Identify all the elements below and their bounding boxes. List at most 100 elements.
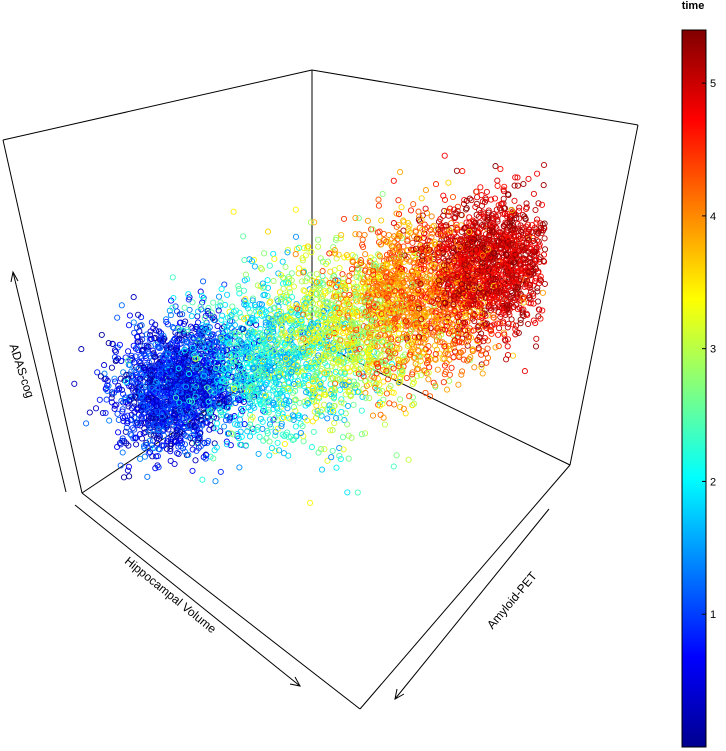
data-point: [256, 329, 264, 336]
data-point: [212, 352, 219, 359]
data-point: [188, 377, 195, 384]
data-point: [147, 331, 154, 339]
data-point: [279, 325, 286, 332]
data-point: [271, 304, 278, 311]
data-point: [298, 351, 305, 358]
data-point: [333, 283, 340, 291]
data-point: [248, 327, 255, 334]
data-point: [302, 278, 309, 285]
data-point: [189, 299, 196, 306]
data-point: [249, 297, 256, 304]
data-point: [147, 328, 154, 335]
data-point: [327, 268, 334, 275]
data-point: [354, 312, 361, 319]
data-point: [385, 298, 392, 305]
data-point: [440, 212, 447, 219]
data-point: [331, 292, 339, 300]
data-point: [435, 231, 442, 238]
data-point: [422, 205, 429, 212]
data-point: [409, 394, 416, 401]
data-point: [167, 312, 174, 319]
data-point: [445, 179, 452, 186]
data-point: [266, 299, 273, 306]
data-point: [390, 177, 397, 184]
data-point: [537, 273, 544, 280]
data-point: [535, 200, 542, 207]
data-point: [288, 325, 295, 332]
data-point: [270, 250, 277, 257]
data-point: [354, 338, 361, 345]
data-point: [494, 177, 501, 184]
data-point: [101, 362, 108, 369]
data-point: [253, 321, 260, 328]
data-point: [210, 299, 217, 306]
data-point: [188, 313, 195, 320]
data-point: [219, 359, 226, 366]
data-point: [130, 435, 137, 442]
data-point: [203, 363, 210, 370]
data-point: [391, 401, 398, 408]
data-point: [201, 315, 208, 322]
data-point: [437, 216, 444, 223]
data-point: [178, 370, 185, 377]
data-point: [533, 237, 541, 244]
data-point: [324, 299, 332, 306]
data-point: [274, 341, 281, 348]
data-point: [483, 188, 490, 195]
data-point: [523, 200, 530, 207]
data-point: [447, 291, 454, 298]
data-point: [173, 342, 181, 349]
data-point: [533, 219, 540, 226]
data-point: [251, 263, 258, 270]
data-point: [292, 206, 299, 213]
data-point: [408, 286, 415, 293]
data-point: [133, 324, 140, 331]
data-point: [257, 326, 264, 333]
data-point: [200, 401, 207, 408]
data-point: [316, 329, 323, 336]
data-point: [359, 349, 366, 356]
data-point: [173, 346, 181, 353]
data-point: [540, 251, 548, 258]
data-point: [362, 267, 369, 274]
data-point: [172, 303, 179, 310]
data-point: [540, 182, 547, 189]
data-point: [151, 353, 158, 361]
data-point: [293, 302, 300, 309]
data-point: [223, 438, 230, 445]
data-point: [122, 428, 129, 435]
data-point: [286, 315, 293, 322]
data-point: [397, 265, 404, 272]
data-point: [177, 353, 184, 360]
data-point: [395, 197, 402, 204]
data-point: [302, 302, 309, 309]
data-point: [338, 408, 345, 415]
data-point: [509, 210, 517, 217]
data-point: [231, 331, 238, 338]
data-point: [194, 408, 201, 415]
data-point: [146, 379, 153, 386]
data-point: [175, 359, 182, 366]
data-point: [155, 328, 162, 335]
data-point: [133, 419, 140, 426]
data-point: [331, 304, 338, 311]
data-point: [302, 299, 309, 306]
data-point: [378, 217, 385, 224]
data-point: [250, 256, 257, 263]
data-point: [390, 220, 397, 227]
data-point: [400, 243, 407, 250]
data-point: [133, 344, 140, 351]
data-point: [301, 287, 308, 295]
data-point: [292, 251, 299, 258]
data-point: [419, 226, 426, 233]
data-point: [112, 378, 119, 385]
data-point: [398, 277, 405, 285]
data-point: [206, 346, 213, 353]
data-point: [283, 392, 290, 399]
data-point: [204, 307, 211, 314]
data-point: [538, 201, 546, 208]
data-point: [295, 244, 303, 251]
data-point: [393, 281, 400, 288]
data-point: [295, 265, 303, 272]
data-point: [143, 331, 150, 338]
